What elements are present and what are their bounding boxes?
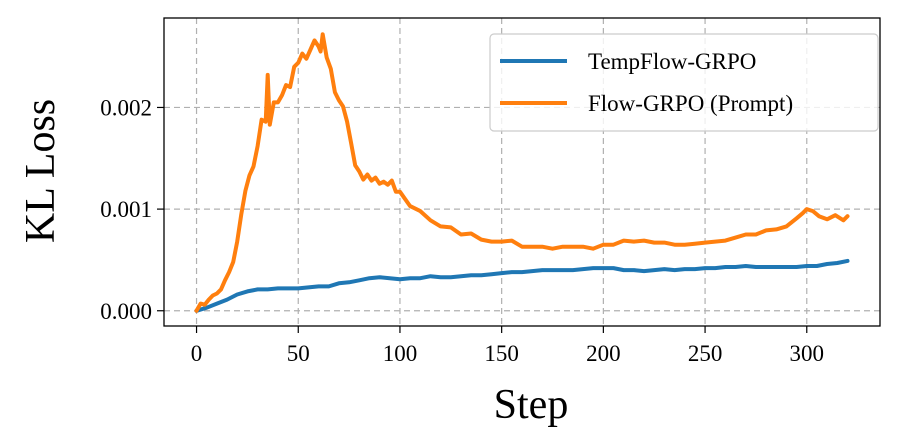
series-line-tempflow-grpo xyxy=(194,258,850,313)
legend-label-tempflow: TempFlow-GRPO xyxy=(588,49,756,74)
x-tick-label: 0 xyxy=(191,341,203,366)
y-tick-label: 0.001 xyxy=(100,197,152,222)
legend-label-flow-grpo: Flow-GRPO (Prompt) xyxy=(588,91,793,116)
x-axis: 0 50 100 150 200 250 300 xyxy=(191,326,824,366)
legend: TempFlow-GRPO Flow-GRPO (Prompt) xyxy=(489,33,879,132)
x-tick-label: 150 xyxy=(484,341,519,366)
y-axis-title: KL Loss xyxy=(18,99,64,243)
x-tick-label: 100 xyxy=(383,341,418,366)
y-tick-label: 0.000 xyxy=(100,299,152,324)
x-axis-title: Step xyxy=(494,382,569,428)
plot-frame xyxy=(163,17,881,327)
legend-box xyxy=(489,33,879,132)
y-axis: 0.000 0.001 0.002 xyxy=(100,95,164,324)
series-lines xyxy=(194,32,850,313)
series-line-flow-grpo-prompt xyxy=(194,32,850,313)
x-tick-label: 300 xyxy=(790,341,825,366)
y-tick-label: 0.002 xyxy=(100,95,152,120)
x-tick-label: 200 xyxy=(586,341,621,366)
x-tick-label: 250 xyxy=(688,341,723,366)
x-tick-label: 50 xyxy=(287,341,310,366)
